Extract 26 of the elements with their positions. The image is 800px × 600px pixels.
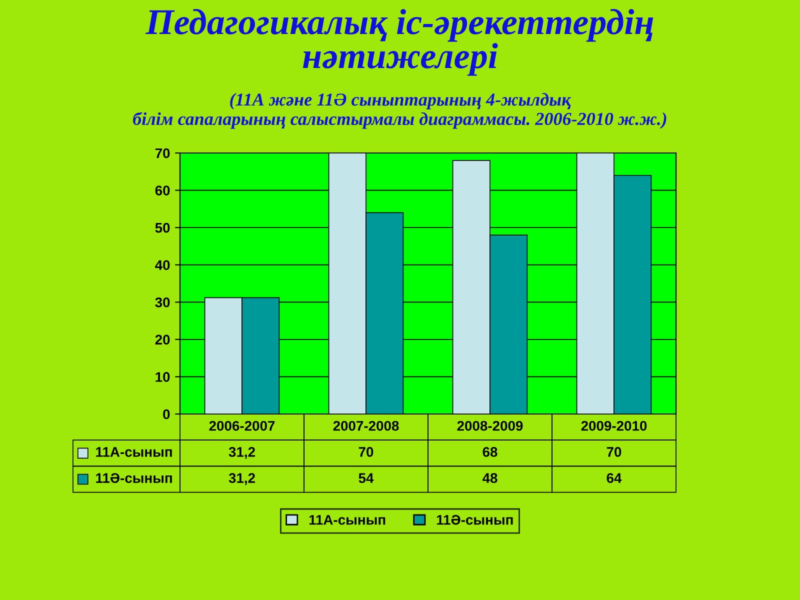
y-tick-label: 30 (155, 297, 170, 308)
data-label: 68 (482, 447, 498, 457)
x-tick-label: 2008-2009 (457, 420, 523, 431)
x-tick-label: 2009-2010 (581, 420, 647, 431)
chart-title: Педагогикалық іс-әрекеттердің нәтижелері (145, 9, 654, 76)
data-label: 31,2 (228, 447, 255, 459)
text: 11Ә-сынып (436, 514, 513, 525)
y-tick-label: 20 (155, 334, 170, 345)
y-tick-label: 50 (155, 222, 170, 233)
legend-label: 11А-сынып (96, 447, 172, 457)
y-tick-label: 10 (156, 372, 170, 382)
data-label: 70 (358, 447, 374, 457)
text: 11А-сынып (309, 515, 386, 525)
chart-subtitle: (11А және 11Ә сыныптарының 4-жылдық білім сапаларының салыстырмалы диаграммасы. 2006-2010 ж.ж.) (133, 93, 666, 129)
x-tick-label: 2007-2008 (333, 420, 399, 431)
data-label: 54 (358, 473, 374, 483)
data-label: 70 (606, 447, 622, 457)
y-tick-label: 0 (163, 409, 170, 420)
y-tick-label: 40 (155, 260, 170, 270)
y-tick-label: 70 (155, 148, 170, 158)
legend-label: 11Ә-сынып (96, 473, 172, 483)
data-label: 64 (606, 473, 622, 483)
x-tick-label: 2006-2007 (209, 420, 275, 431)
data-label: 48 (482, 473, 498, 483)
y-tick-label: 60 (155, 186, 170, 196)
data-label: 31,2 (228, 473, 255, 485)
